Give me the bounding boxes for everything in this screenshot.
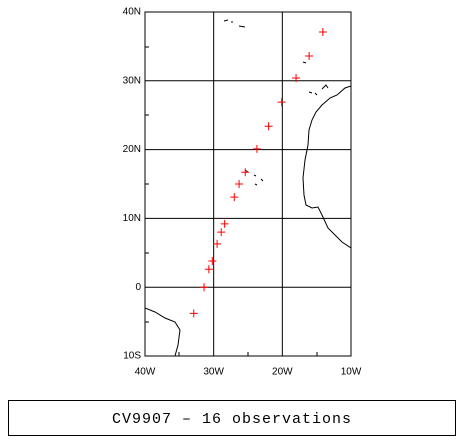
observation-marker — [230, 193, 239, 202]
minor-ticks — [145, 46, 318, 356]
observation-marker — [235, 180, 244, 188]
y-tick-label: 30N — [123, 75, 141, 86]
observation-marker — [264, 122, 273, 131]
observation-marker — [200, 283, 209, 292]
y-tick-label: 20N — [123, 144, 141, 155]
observation-marker — [217, 228, 226, 237]
x-tick-label: 10W — [341, 367, 362, 378]
x-tick-label: 20W — [272, 367, 293, 378]
observation-marker — [220, 219, 229, 228]
observation-marker — [318, 27, 327, 36]
x-tick-label: 30W — [203, 367, 224, 378]
observation-marker — [213, 239, 222, 248]
x-tick-label: 40W — [135, 367, 156, 378]
observation-marker — [305, 52, 314, 61]
observation-marker — [277, 98, 286, 107]
south-america-coast — [145, 307, 181, 356]
observation-marker — [241, 168, 250, 177]
plot-frame — [144, 11, 352, 357]
azores — [223, 19, 246, 28]
caption-box — [8, 400, 456, 436]
y-tick-label: 10N — [123, 213, 141, 224]
y-tick-label: 40N — [123, 7, 141, 18]
observation-marker — [292, 74, 301, 83]
cape-verde — [244, 169, 264, 186]
observation-marker — [252, 144, 261, 153]
caption: CV9907 – 16 observations — [112, 411, 352, 428]
madeira-canaries — [302, 61, 329, 96]
observation-marker — [208, 257, 217, 266]
coastlines — [145, 19, 351, 356]
y-tick-label: 0 — [135, 282, 141, 293]
y-tick-label: 10S — [123, 351, 141, 362]
observation-marker — [204, 265, 213, 274]
africa-coast — [302, 85, 351, 249]
observation-marker — [189, 309, 198, 318]
